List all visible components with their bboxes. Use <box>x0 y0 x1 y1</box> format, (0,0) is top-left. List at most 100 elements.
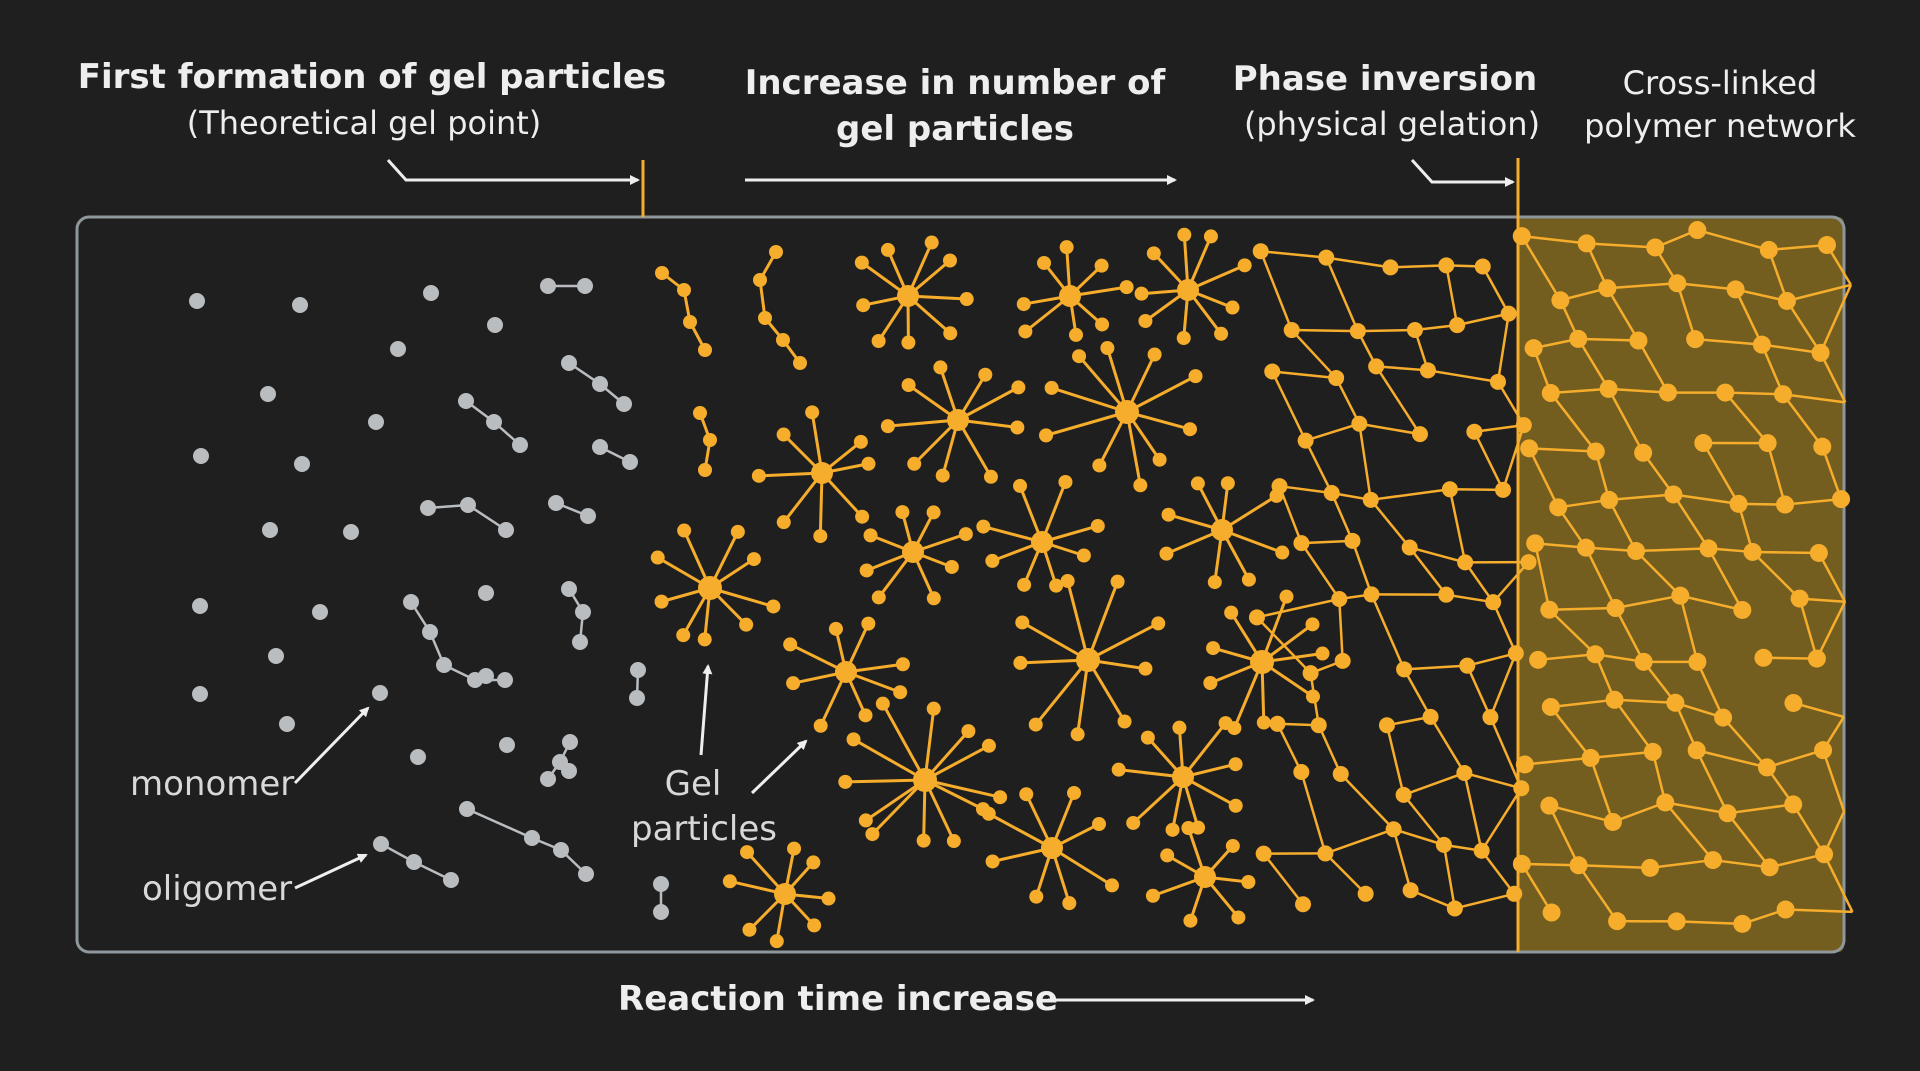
bond <box>1359 422 1421 436</box>
arm-end <box>1011 380 1026 395</box>
network-node <box>1703 851 1722 870</box>
network-node <box>1790 589 1809 608</box>
bond <box>1695 337 1763 346</box>
arm-end <box>1188 369 1203 384</box>
network-node <box>1577 234 1596 253</box>
monomer <box>189 293 205 309</box>
arm-end <box>858 708 873 723</box>
network-title-line2: polymer network <box>1584 107 1856 145</box>
core <box>698 576 722 600</box>
gel-chain-unit <box>698 343 712 357</box>
network-node <box>1729 494 1748 513</box>
bond <box>1464 561 1495 603</box>
oligomer-unit <box>622 454 638 470</box>
network-node <box>1643 742 1662 761</box>
arm-end <box>1028 717 1043 732</box>
increase-title-line2: gel particles <box>836 109 1074 149</box>
network-node <box>1586 442 1605 461</box>
arm-end <box>1067 785 1082 800</box>
gel-particle <box>981 785 1119 911</box>
oligomer-unit <box>460 497 476 513</box>
network-node <box>1485 594 1502 611</box>
network-node <box>1317 845 1334 862</box>
monomer-label: monomer <box>130 764 294 804</box>
arm-end <box>1070 727 1085 742</box>
first-formation-subtitle: (Theoretical gel point) <box>187 104 542 142</box>
network-node <box>1524 339 1543 358</box>
core <box>1250 650 1274 674</box>
bond <box>1474 423 1525 433</box>
arm-end <box>1237 258 1252 273</box>
network-node <box>1627 542 1646 561</box>
network-node <box>1456 764 1473 781</box>
network-node <box>1687 741 1706 760</box>
bond <box>1370 593 1406 670</box>
arm-end <box>916 833 931 848</box>
arm-end <box>766 599 781 614</box>
bond <box>1608 387 1669 394</box>
network-node <box>1382 259 1399 276</box>
bond <box>1403 771 1465 797</box>
bond <box>1448 489 1467 563</box>
first-formation-title: First formation of gel particles <box>78 57 667 97</box>
arm-end <box>978 367 993 382</box>
gel-particle <box>650 523 781 647</box>
bond <box>1679 595 1699 663</box>
arm-end <box>933 360 948 375</box>
network-node <box>1293 763 1310 780</box>
network-node <box>1598 279 1617 298</box>
network-node <box>1634 443 1653 462</box>
oligomer-unit <box>629 690 645 706</box>
bond <box>1707 547 1744 611</box>
bond <box>1724 391 1769 444</box>
network-node <box>1513 780 1530 797</box>
bond <box>1181 722 1227 778</box>
bond <box>1665 801 1728 815</box>
bond <box>1087 622 1159 662</box>
gel-chain-unit <box>776 333 790 347</box>
network-node <box>1264 363 1281 380</box>
arm-end <box>1010 420 1025 435</box>
arm-end <box>1145 888 1160 903</box>
bond <box>1520 235 1562 301</box>
arm-end <box>1305 617 1320 632</box>
network-node <box>1357 885 1374 902</box>
gel-particle <box>854 235 974 350</box>
arm-end <box>787 841 802 856</box>
arm-end <box>1140 730 1155 745</box>
arm-end <box>871 334 886 349</box>
network-node <box>1606 599 1625 618</box>
monomer <box>192 598 208 614</box>
bond <box>1521 234 1587 245</box>
monomer <box>193 448 209 464</box>
arm-end <box>946 834 961 849</box>
oligomer-unit <box>458 393 474 409</box>
monomer <box>292 297 308 313</box>
network-node <box>1686 330 1705 349</box>
oligomer-unit <box>653 904 669 920</box>
oligomer-unit <box>548 495 564 511</box>
bond <box>1077 355 1129 413</box>
bond <box>1613 699 1654 753</box>
arm-end <box>1241 572 1256 587</box>
network-node <box>1310 717 1327 734</box>
gel-particles-arrow-right <box>750 739 808 795</box>
bond <box>1125 411 1142 486</box>
network-node <box>1540 796 1559 815</box>
bond <box>1697 228 1770 252</box>
arm-end <box>1206 641 1221 656</box>
bond <box>1272 370 1337 380</box>
network-node <box>1758 434 1777 453</box>
network-node <box>1474 258 1491 275</box>
arm-end <box>1315 646 1330 661</box>
arm-end <box>1203 229 1218 244</box>
arm-end <box>926 701 941 716</box>
arm-end <box>1039 428 1054 443</box>
oligomer-unit <box>653 876 669 892</box>
bond <box>1335 377 1361 425</box>
network-node <box>1807 649 1826 668</box>
network-node <box>1529 650 1548 669</box>
phase-inversion-subtitle: (physical gelation) <box>1244 105 1540 143</box>
arm-end <box>1119 280 1134 295</box>
gel-chain-unit <box>758 311 772 325</box>
